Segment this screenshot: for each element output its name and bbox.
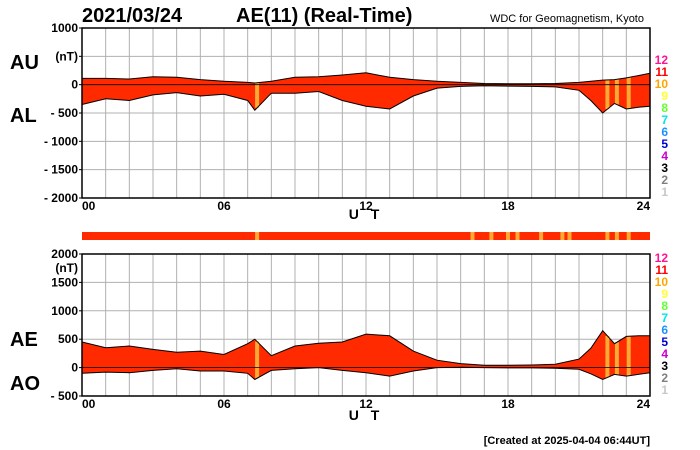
quality-highlight-band <box>626 336 631 376</box>
quality-level-label: 3 <box>661 161 668 175</box>
status-bar-mark <box>605 232 610 240</box>
al-label: AL <box>10 105 37 127</box>
x-tick-label: 18 <box>501 397 515 411</box>
y-tick-label: 0 <box>71 361 78 375</box>
quality-level-label: 9 <box>661 287 668 301</box>
au-al-grid <box>82 28 650 198</box>
ae-ao-data <box>81 329 651 381</box>
quality-level-label: 11 <box>655 65 668 79</box>
series-line-lower <box>81 85 651 114</box>
status-bar-mark <box>567 232 572 240</box>
y-tick-label: (nT) <box>55 49 78 63</box>
quality-level-label: 10 <box>655 77 669 91</box>
x-tick-label: 24 <box>637 199 651 213</box>
quality-level-label: 6 <box>661 125 668 139</box>
ae-ao-x-axis-label: U T <box>349 407 384 423</box>
au-al-x-axis-label: U T <box>349 206 384 222</box>
quality-highlight-band <box>605 79 610 110</box>
au-label: AU <box>10 52 39 74</box>
status-bar-mark <box>539 232 544 240</box>
y-tick-label: - 2000 <box>44 191 78 205</box>
quality-level-label: 6 <box>661 323 668 337</box>
quality-level-label: 1 <box>661 185 668 199</box>
quality-highlight-band <box>255 82 260 108</box>
quality-level-label: 10 <box>655 275 669 289</box>
au-al-panel: 1000(nT)0- 500- 1000- 1500- 2000 00 06 12 1… <box>10 21 668 222</box>
quality-level-label: 1 <box>661 383 668 397</box>
status-bar-mark <box>614 232 619 240</box>
quality-level-label: 2 <box>661 371 668 385</box>
unit-label: (nT) <box>55 261 78 275</box>
status-bar-mark <box>560 232 565 240</box>
x-tick-label: 12 <box>359 199 373 213</box>
series-line-upper <box>82 72 651 85</box>
x-tick-label: 00 <box>82 397 96 411</box>
quality-level-label: 7 <box>661 311 668 325</box>
created-timestamp: [Created at 2025-04-04 06:44UT] <box>484 435 651 447</box>
ae-ao-x-ticks: 00 06 12 18 24 <box>82 397 650 411</box>
quality-level-label: 4 <box>661 149 668 163</box>
series-line-upper <box>81 329 650 366</box>
date-label: 2021/03/24 <box>82 5 183 27</box>
x-tick-label: 00 <box>82 199 96 213</box>
y-tick-label: 500 <box>58 332 78 346</box>
y-tick-label: 1000 <box>51 21 78 35</box>
ao-label: AO <box>10 373 40 395</box>
quality-highlight-band <box>605 335 610 378</box>
quality-level-label: 3 <box>661 359 668 373</box>
quality-level-label: 11 <box>655 263 668 277</box>
au-al-y-ticks: 1000 (nT) 0 - 500 - 1000 - 1500 - 2000 <box>44 21 82 205</box>
ae-label: AE <box>10 329 38 351</box>
status-bar-mark <box>470 232 475 240</box>
y-tick-label: - 1500 <box>44 163 78 177</box>
y-tick-label: 2000 <box>51 247 78 261</box>
status-bar-mark <box>489 232 494 240</box>
au-al-data <box>81 72 651 114</box>
status-bar-fill <box>82 232 650 240</box>
x-tick-label: 06 <box>217 397 231 411</box>
quality-level-label: 12 <box>655 53 669 67</box>
quality-level-label: 7 <box>661 113 668 127</box>
organization-label: WDC for Geomagnetism, Kyoto <box>490 13 644 25</box>
series-area-fill <box>82 72 650 113</box>
x-tick-label: 06 <box>217 199 231 213</box>
x-tick-label: 18 <box>501 199 515 213</box>
data-status-bar <box>82 232 650 240</box>
quality-level-label: 12 <box>655 251 669 265</box>
quality-level-label: 5 <box>661 335 668 349</box>
quality-level-label: 9 <box>661 89 668 103</box>
status-bar-mark <box>515 232 520 240</box>
y-tick-label: 0 <box>71 78 78 92</box>
x-tick-label: 12 <box>359 397 373 411</box>
quality-highlight-band <box>255 341 260 379</box>
ae-ao-y-ticks: 2000 1500 1000 500 0 - 500 (nT) <box>51 247 82 403</box>
quality-level-label: 4 <box>661 347 668 361</box>
quality-highlight-band <box>614 79 619 105</box>
index-title: AE(11) (Real-Time) <box>236 5 412 27</box>
status-bar-mark <box>255 232 260 240</box>
x-tick-label: 24 <box>637 397 651 411</box>
quality-level-label: 8 <box>661 101 668 115</box>
quality-highlight-band <box>614 342 619 375</box>
y-tick-label: 1500 <box>51 275 78 289</box>
y-tick-label: - 500 <box>51 389 79 403</box>
quality-level-label: 5 <box>661 137 668 151</box>
quality-level-label: 8 <box>661 299 668 313</box>
au-al-x-ticks: 00 06 12 18 24 <box>82 199 650 213</box>
ae-ao-frame <box>81 253 651 397</box>
series-line-lower <box>81 366 651 381</box>
quality-level-label: 2 <box>661 173 668 187</box>
y-tick-label: 1000 <box>51 304 78 318</box>
status-bar-mark <box>626 232 631 240</box>
y-tick-label: - 1000 <box>44 134 78 148</box>
status-bar-mark <box>506 232 510 240</box>
y-tick-label: - 500 <box>51 106 79 120</box>
quality-highlight-band <box>626 77 631 109</box>
